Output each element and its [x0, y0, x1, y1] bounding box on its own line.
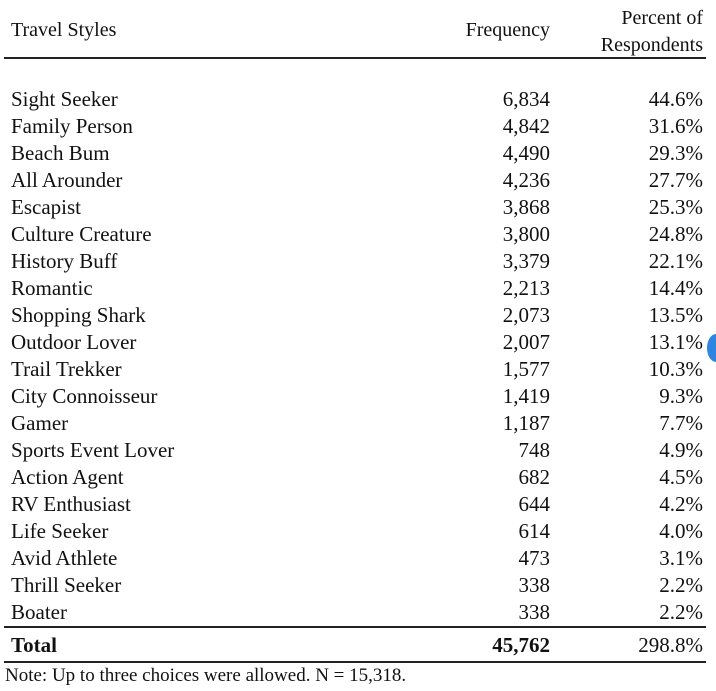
- cell-percent: 14.4%: [648, 276, 703, 300]
- table-row: All Arounder 4,236 27.7%: [0, 167, 716, 194]
- cell-style: Beach Bum: [11, 141, 110, 165]
- cell-frequency: 2,007: [502, 330, 550, 354]
- cell-percent: 9.3%: [659, 384, 703, 408]
- cell-percent: 25.3%: [648, 195, 703, 219]
- cell-style: All Arounder: [11, 168, 123, 192]
- header-frequency: Frequency: [465, 19, 550, 41]
- cell-frequency: 473: [518, 546, 551, 570]
- cell-frequency: 1,187: [502, 411, 550, 435]
- table-row: Life Seeker 614 4.0%: [0, 518, 716, 545]
- total-row: Total 45,762 298.8%: [0, 631, 716, 659]
- table-row: Beach Bum 4,490 29.3%: [0, 140, 716, 167]
- cell-frequency: 614: [518, 519, 551, 543]
- cell-percent: 2.2%: [659, 573, 703, 597]
- cell-percent: 24.8%: [648, 222, 703, 246]
- table-row: City Connoisseur 1,419 9.3%: [0, 383, 716, 410]
- cell-frequency: 644: [518, 492, 551, 516]
- cell-frequency: 4,842: [502, 114, 550, 138]
- cell-percent: 4.9%: [659, 438, 703, 462]
- cell-style: Culture Creature: [11, 222, 152, 246]
- table-row: Trail Trekker 1,577 10.3%: [0, 356, 716, 383]
- table-row: Thrill Seeker 338 2.2%: [0, 572, 716, 599]
- cell-frequency: 338: [518, 600, 551, 624]
- table-row: Romantic 2,213 14.4%: [0, 275, 716, 302]
- cell-percent: 13.1%: [648, 330, 703, 354]
- cell-style: Sports Event Lover: [11, 438, 175, 462]
- cell-style: Romantic: [11, 276, 93, 300]
- table-row: Action Agent 682 4.5%: [0, 464, 716, 491]
- total-frequency: 45,762: [492, 633, 550, 657]
- table-row: Shopping Shark 2,073 13.5%: [0, 302, 716, 329]
- cell-percent: 4.0%: [659, 519, 703, 543]
- cell-frequency: 6,834: [502, 87, 550, 111]
- cell-percent: 4.5%: [659, 465, 703, 489]
- cell-style: Escapist: [11, 195, 81, 219]
- cell-style: History Buff: [11, 249, 118, 273]
- cell-style: City Connoisseur: [11, 384, 158, 408]
- cell-style: Gamer: [11, 411, 69, 435]
- cell-style: Sight Seeker: [11, 87, 118, 111]
- table-row: Family Person 4,842 31.6%: [0, 113, 716, 140]
- cell-style: Shopping Shark: [11, 303, 146, 327]
- table-row: Outdoor Lover 2,007 13.1%: [0, 329, 716, 356]
- cell-percent: 44.6%: [648, 87, 703, 111]
- table-row: Culture Creature 3,800 24.8%: [0, 221, 716, 248]
- cell-percent: 7.7%: [659, 411, 703, 435]
- table-bottom-rule: [4, 661, 706, 663]
- cell-frequency: 1,419: [502, 384, 550, 408]
- cell-frequency: 3,868: [502, 195, 550, 219]
- cell-style: Life Seeker: [11, 519, 109, 543]
- cell-frequency: 1,577: [502, 357, 550, 381]
- table-row: Boater 338 2.2%: [0, 599, 716, 626]
- cell-style: Outdoor Lover: [11, 330, 137, 354]
- table-row: Sight Seeker 6,834 44.6%: [0, 86, 716, 113]
- table-row: Avid Athlete 473 3.1%: [0, 545, 716, 572]
- header-percent: Percent of Respondents: [563, 5, 703, 59]
- cell-percent: 22.1%: [648, 249, 703, 273]
- header-travel-styles: Travel Styles: [11, 19, 117, 41]
- cell-percent: 13.5%: [648, 303, 703, 327]
- cell-percent: 31.6%: [648, 114, 703, 138]
- cell-percent: 4.2%: [659, 492, 703, 516]
- cell-style: Action Agent: [11, 465, 124, 489]
- cell-frequency: 2,213: [502, 276, 550, 300]
- table-row: RV Enthusiast 644 4.2%: [0, 491, 716, 518]
- cell-percent: 3.1%: [659, 546, 703, 570]
- table-row: Gamer 1,187 7.7%: [0, 410, 716, 437]
- cell-frequency: 748: [518, 438, 551, 462]
- cell-style: Thrill Seeker: [11, 573, 122, 597]
- cell-style: Boater: [11, 600, 67, 624]
- header-percent-line1: Percent of: [621, 7, 703, 29]
- cell-frequency: 338: [518, 573, 551, 597]
- total-label: Total: [11, 633, 57, 657]
- total-divider: [4, 626, 706, 628]
- cell-frequency: 682: [518, 465, 551, 489]
- cell-style: Avid Athlete: [11, 546, 118, 570]
- scroll-indicator[interactable]: [707, 334, 716, 362]
- cell-style: Trail Trekker: [11, 357, 122, 381]
- table-row: Escapist 3,868 25.3%: [0, 194, 716, 221]
- cell-frequency: 4,236: [502, 168, 550, 192]
- cell-frequency: 4,490: [502, 141, 550, 165]
- table-note: Note: Up to three choices were allowed. …: [5, 665, 407, 686]
- cell-frequency: 3,379: [502, 249, 550, 273]
- cell-percent: 2.2%: [659, 600, 703, 624]
- total-percent: 298.8%: [638, 633, 703, 657]
- header-divider: [4, 57, 706, 59]
- header-percent-line2: Respondents: [600, 34, 703, 56]
- cell-percent: 10.3%: [648, 357, 703, 381]
- cell-frequency: 2,073: [502, 303, 550, 327]
- cell-style: Family Person: [11, 114, 133, 138]
- table-row: Sports Event Lover 748 4.9%: [0, 437, 716, 464]
- table-body: Sight Seeker 6,834 44.6% Family Person 4,84…: [0, 86, 716, 626]
- cell-frequency: 3,800: [502, 222, 550, 246]
- cell-style: RV Enthusiast: [11, 492, 131, 516]
- cell-percent: 29.3%: [648, 141, 703, 165]
- cell-percent: 27.7%: [648, 168, 703, 192]
- table-row: History Buff 3,379 22.1%: [0, 248, 716, 275]
